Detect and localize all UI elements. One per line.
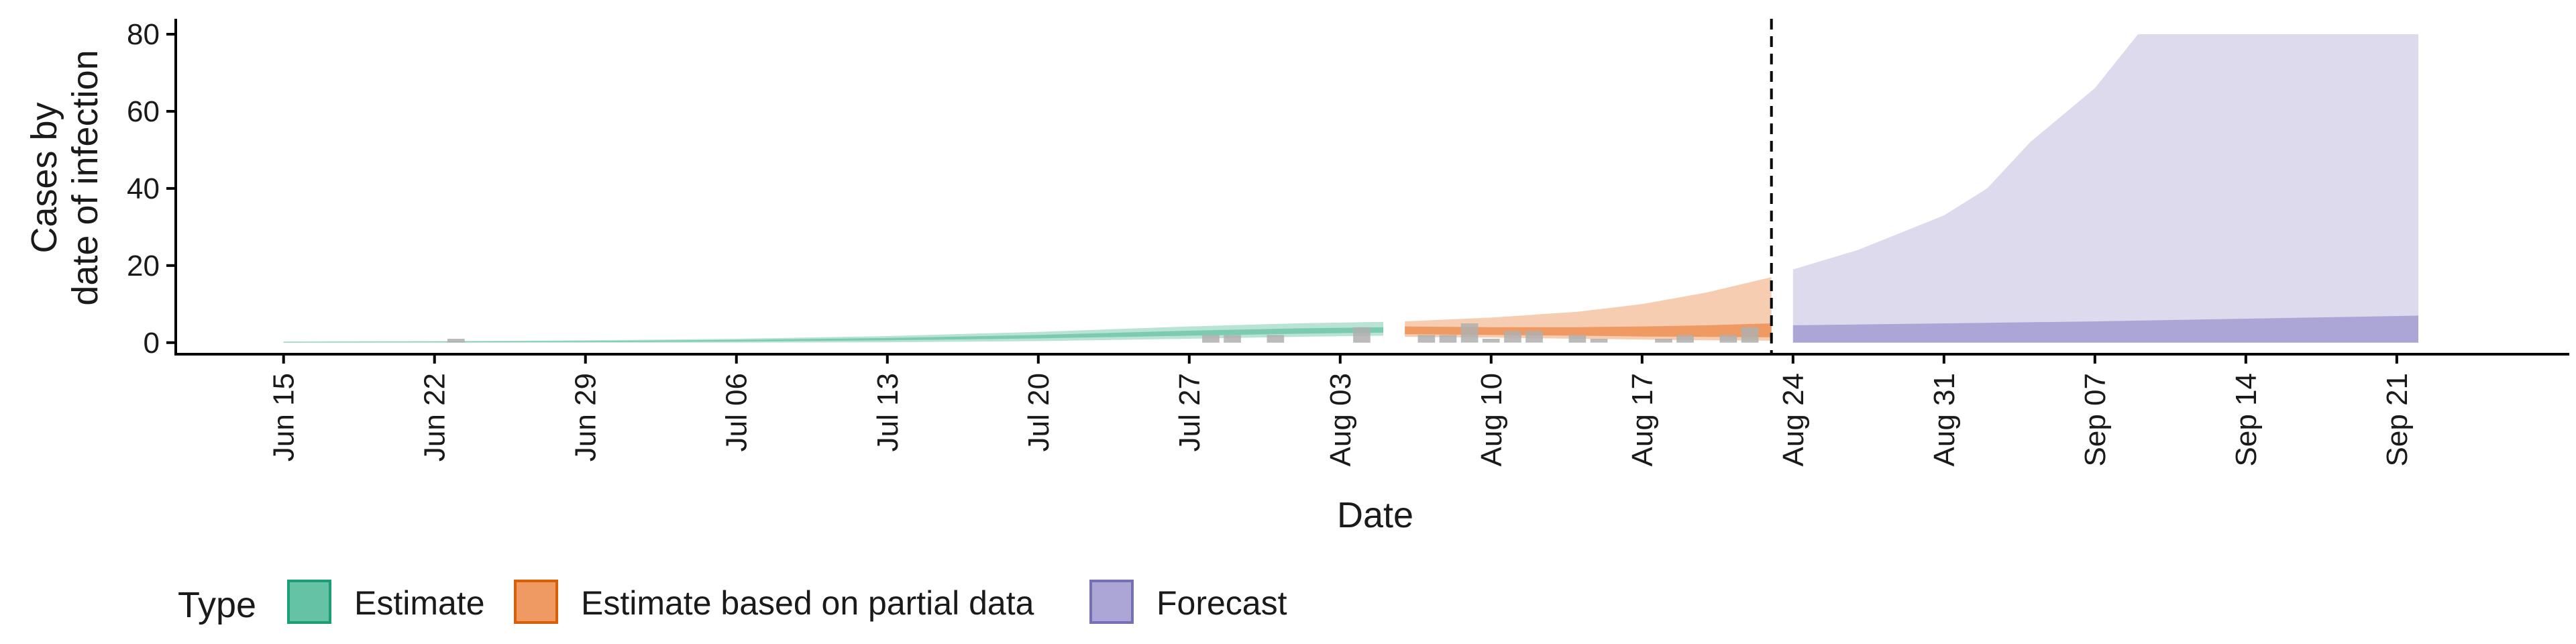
legend-key-forecast bbox=[1089, 580, 1134, 624]
observed-case-bar-9 bbox=[1504, 331, 1521, 343]
y-tick-label-20: 20 bbox=[127, 250, 160, 282]
observed-case-bar-8 bbox=[1482, 339, 1500, 343]
observed-case-bar-4 bbox=[1353, 327, 1371, 343]
observed-case-bar-11 bbox=[1568, 335, 1587, 343]
x-axis-title: Date bbox=[1337, 495, 1413, 535]
legend-title: Type bbox=[178, 585, 256, 625]
observed-case-bar-12 bbox=[1590, 339, 1608, 343]
partial-outer-band bbox=[1405, 277, 1772, 341]
x-tick-label-6: Jul 27 bbox=[1173, 373, 1206, 451]
observed-case-bar-14 bbox=[1676, 335, 1694, 343]
x-tick-label-13: Sep 14 bbox=[2230, 373, 2263, 466]
x-tick-label-4: Jul 13 bbox=[871, 373, 904, 451]
observed-case-bar-1 bbox=[1202, 335, 1220, 343]
y-tick-label-0: 0 bbox=[144, 327, 160, 360]
legend-key-estimate bbox=[287, 580, 331, 624]
x-tick-label-14: Sep 21 bbox=[2381, 373, 2414, 466]
observed-case-bar-15 bbox=[1719, 335, 1737, 343]
x-tick-label-5: Jul 20 bbox=[1022, 373, 1055, 451]
legend-key-partial bbox=[514, 580, 558, 624]
observed-case-bar-0 bbox=[447, 339, 465, 343]
x-tick-label-1: Jun 22 bbox=[419, 373, 451, 462]
observed-case-bar-16 bbox=[1741, 327, 1759, 343]
legend-label-forecast: Forecast bbox=[1157, 584, 1287, 622]
observed-case-bar-10 bbox=[1525, 331, 1543, 343]
y-tick-label-40: 40 bbox=[127, 172, 160, 205]
estimate-outer-band bbox=[283, 321, 1384, 343]
estimate-inner-band bbox=[283, 327, 1384, 343]
observed-case-bar-13 bbox=[1655, 339, 1672, 343]
y-axis-title-line-2: date of infection bbox=[65, 50, 105, 305]
x-tick-label-2: Jun 29 bbox=[570, 373, 602, 462]
y-axis-title-line-1: Cases by bbox=[24, 102, 64, 253]
forecast-outer-band bbox=[1792, 34, 2418, 343]
y-tick-label-80: 80 bbox=[127, 18, 160, 51]
observed-case-bar-7 bbox=[1460, 323, 1479, 343]
y-tick-label-60: 60 bbox=[127, 95, 160, 128]
x-tick-label-8: Aug 10 bbox=[1475, 373, 1508, 466]
legend-label-partial: Estimate based on partial data bbox=[581, 584, 1034, 622]
legend: Type Estimate Estimate based on partial … bbox=[178, 580, 1287, 625]
legend-label-estimate: Estimate bbox=[354, 584, 485, 622]
x-tick-label-12: Sep 07 bbox=[2079, 373, 2112, 466]
x-tick-label-11: Aug 31 bbox=[1928, 373, 1961, 466]
partial-inner-band bbox=[1405, 323, 1772, 337]
x-tick-label-3: Jul 06 bbox=[720, 373, 753, 451]
forecast-inner-band bbox=[1792, 315, 2418, 343]
x-tick-label-9: Aug 17 bbox=[1626, 373, 1659, 466]
y-axis-title: Cases by date of infection bbox=[24, 50, 105, 305]
plot-area: 0 20 40 60 80 Jun 15 Jun 22 Jun 29 Jul 06 Jul 13 J… bbox=[127, 18, 2569, 466]
observed-case-bar-5 bbox=[1417, 335, 1436, 343]
observed-case-bar-6 bbox=[1439, 335, 1457, 343]
x-tick-label-0: Jun 15 bbox=[268, 373, 301, 462]
x-tick-label-10: Aug 24 bbox=[1777, 373, 1810, 466]
observed-case-bar-3 bbox=[1267, 335, 1285, 343]
observed-case-bar-2 bbox=[1224, 335, 1241, 343]
x-tick-label-7: Aug 03 bbox=[1324, 373, 1357, 466]
